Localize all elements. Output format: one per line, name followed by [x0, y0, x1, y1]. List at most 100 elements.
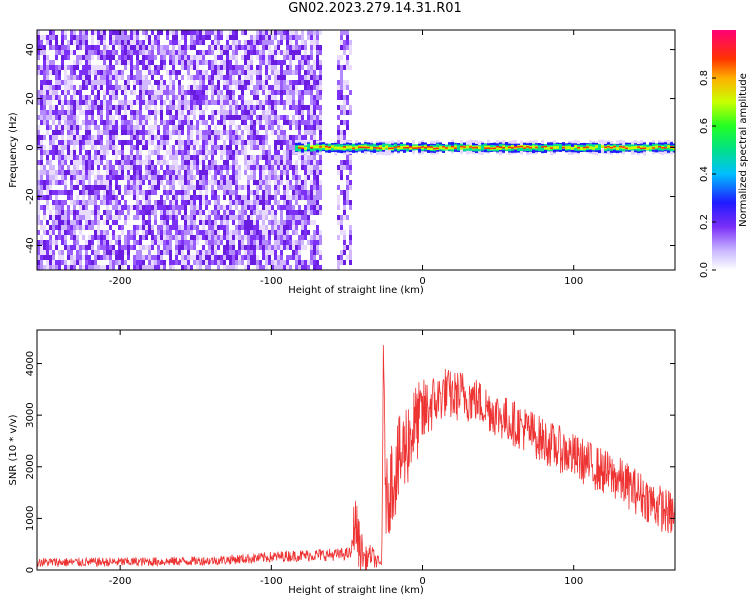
spectrogram-cell: [286, 95, 289, 100]
spectrogram-cell: [250, 55, 253, 60]
spectrogram-cell: [64, 125, 67, 130]
spectrogram-cell: [136, 115, 139, 120]
spectrogram-cell: [310, 30, 313, 35]
spectrogram-cell: [88, 225, 91, 230]
spectrogram-cell: [196, 125, 199, 130]
spectrogram-cell: [196, 140, 199, 145]
spectrogram-cell: [64, 70, 67, 75]
spectrogram-cell: [289, 95, 292, 100]
spectrogram-cell: [181, 85, 184, 90]
spectrogram-cell: [295, 240, 298, 245]
spectrogram-cell: [43, 150, 46, 155]
signal-cell: [454, 145, 457, 149]
spectrogram-cell: [145, 175, 148, 180]
spectrogram-cell: [40, 160, 43, 165]
spectrogram-cell: [67, 155, 70, 160]
spectrogram-cell: [79, 180, 82, 185]
spectrogram-cell: [268, 190, 271, 195]
spectrogram-cell: [238, 75, 241, 80]
spectrogram-cell: [265, 115, 268, 120]
spectrogram-cell: [340, 255, 343, 260]
spectrogram-cell: [283, 70, 286, 75]
spectrogram-cell: [190, 245, 193, 250]
spectrogram-cell: [295, 30, 298, 35]
spectrogram-cell: [82, 160, 85, 165]
spectrogram-cell: [109, 75, 112, 80]
spectrogram-cell: [232, 190, 235, 195]
spectrogram-cell: [154, 255, 157, 260]
spectrogram-cell: [46, 255, 49, 260]
spectrogram-cell: [247, 200, 250, 205]
spectrogram-cell: [265, 95, 268, 100]
spectrogram-cell: [253, 110, 256, 115]
spectrogram-cell: [178, 85, 181, 90]
spectrogram-cell: [268, 250, 271, 255]
spectrogram-cell: [229, 95, 232, 100]
spectrogram-cell: [277, 75, 280, 80]
spectrogram-cell: [280, 30, 283, 35]
spectrogram-cell: [190, 200, 193, 205]
spectrogram-cell: [109, 135, 112, 140]
spectrogram-cell: [55, 70, 58, 75]
spectrogram-cell: [139, 75, 142, 80]
spectrogram-cell: [145, 55, 148, 60]
spectrogram-cell: [169, 80, 172, 85]
spectrogram-cell: [265, 45, 268, 50]
spectrogram-cell: [289, 30, 292, 35]
spectrogram-cell: [304, 125, 307, 130]
signal-cell: [430, 146, 433, 150]
spectrogram-cell: [136, 240, 139, 245]
spectrogram-cell: [103, 45, 106, 50]
signal-cell: [493, 147, 496, 150]
spectrogram-cell: [175, 240, 178, 245]
spectrogram-cell: [163, 60, 166, 65]
spectrogram-cell: [343, 190, 346, 195]
spectrogram-cell: [157, 200, 160, 205]
spectrogram-cell: [103, 75, 106, 80]
spectrogram-cell: [262, 230, 265, 235]
spectrogram-cell: [73, 65, 76, 70]
spectrogram-cell: [130, 70, 133, 75]
signal-cell: [619, 145, 622, 148]
spectrogram-cell: [79, 260, 82, 265]
spectrogram-cell: [124, 50, 127, 55]
spectrogram-cell: [193, 240, 196, 245]
spectrogram-cell: [262, 30, 265, 35]
spectrogram-cell: [46, 85, 49, 90]
spectrogram-cell: [244, 255, 247, 260]
spectrogram-cell: [208, 115, 211, 120]
spectrogram-cell: [73, 170, 76, 175]
spectrogram-cell: [193, 145, 196, 150]
spectrogram-cell: [235, 235, 238, 240]
spectrogram-cell: [184, 165, 187, 170]
spectrogram-cell: [112, 65, 115, 70]
spectrogram-cell: [127, 250, 130, 255]
spectrogram-cell: [46, 220, 49, 225]
spectrogram-cell: [256, 230, 259, 235]
spectrogram-cell: [205, 70, 208, 75]
spectrogram-cell: [58, 265, 61, 270]
signal-cell: [598, 144, 601, 151]
spectrogram-cell: [208, 65, 211, 70]
spectrogram-cell: [313, 135, 316, 140]
spectrogram-cell: [187, 60, 190, 65]
spectrogram-cell: [97, 165, 100, 170]
spectrogram-cell: [130, 155, 133, 160]
spectrogram-cell: [85, 95, 88, 100]
spectrogram-cell: [253, 170, 256, 175]
spectrogram-cell: [286, 200, 289, 205]
spectrogram-cell: [37, 200, 40, 205]
spectrogram-cell: [232, 150, 235, 155]
signal-cell: [649, 146, 652, 150]
spectrogram-cell: [154, 150, 157, 155]
spectrogram-cell: [289, 205, 292, 210]
spectrogram-cell: [181, 265, 184, 270]
spectrogram-cell: [211, 130, 214, 135]
spectrogram-cell: [235, 155, 238, 160]
spectrogram-cell: [139, 170, 142, 175]
spectrogram-cell: [232, 195, 235, 200]
spectrogram-cell: [202, 220, 205, 225]
spectrogram-cell: [82, 55, 85, 60]
signal-cell: [352, 147, 355, 150]
spectrogram-cell: [202, 210, 205, 215]
